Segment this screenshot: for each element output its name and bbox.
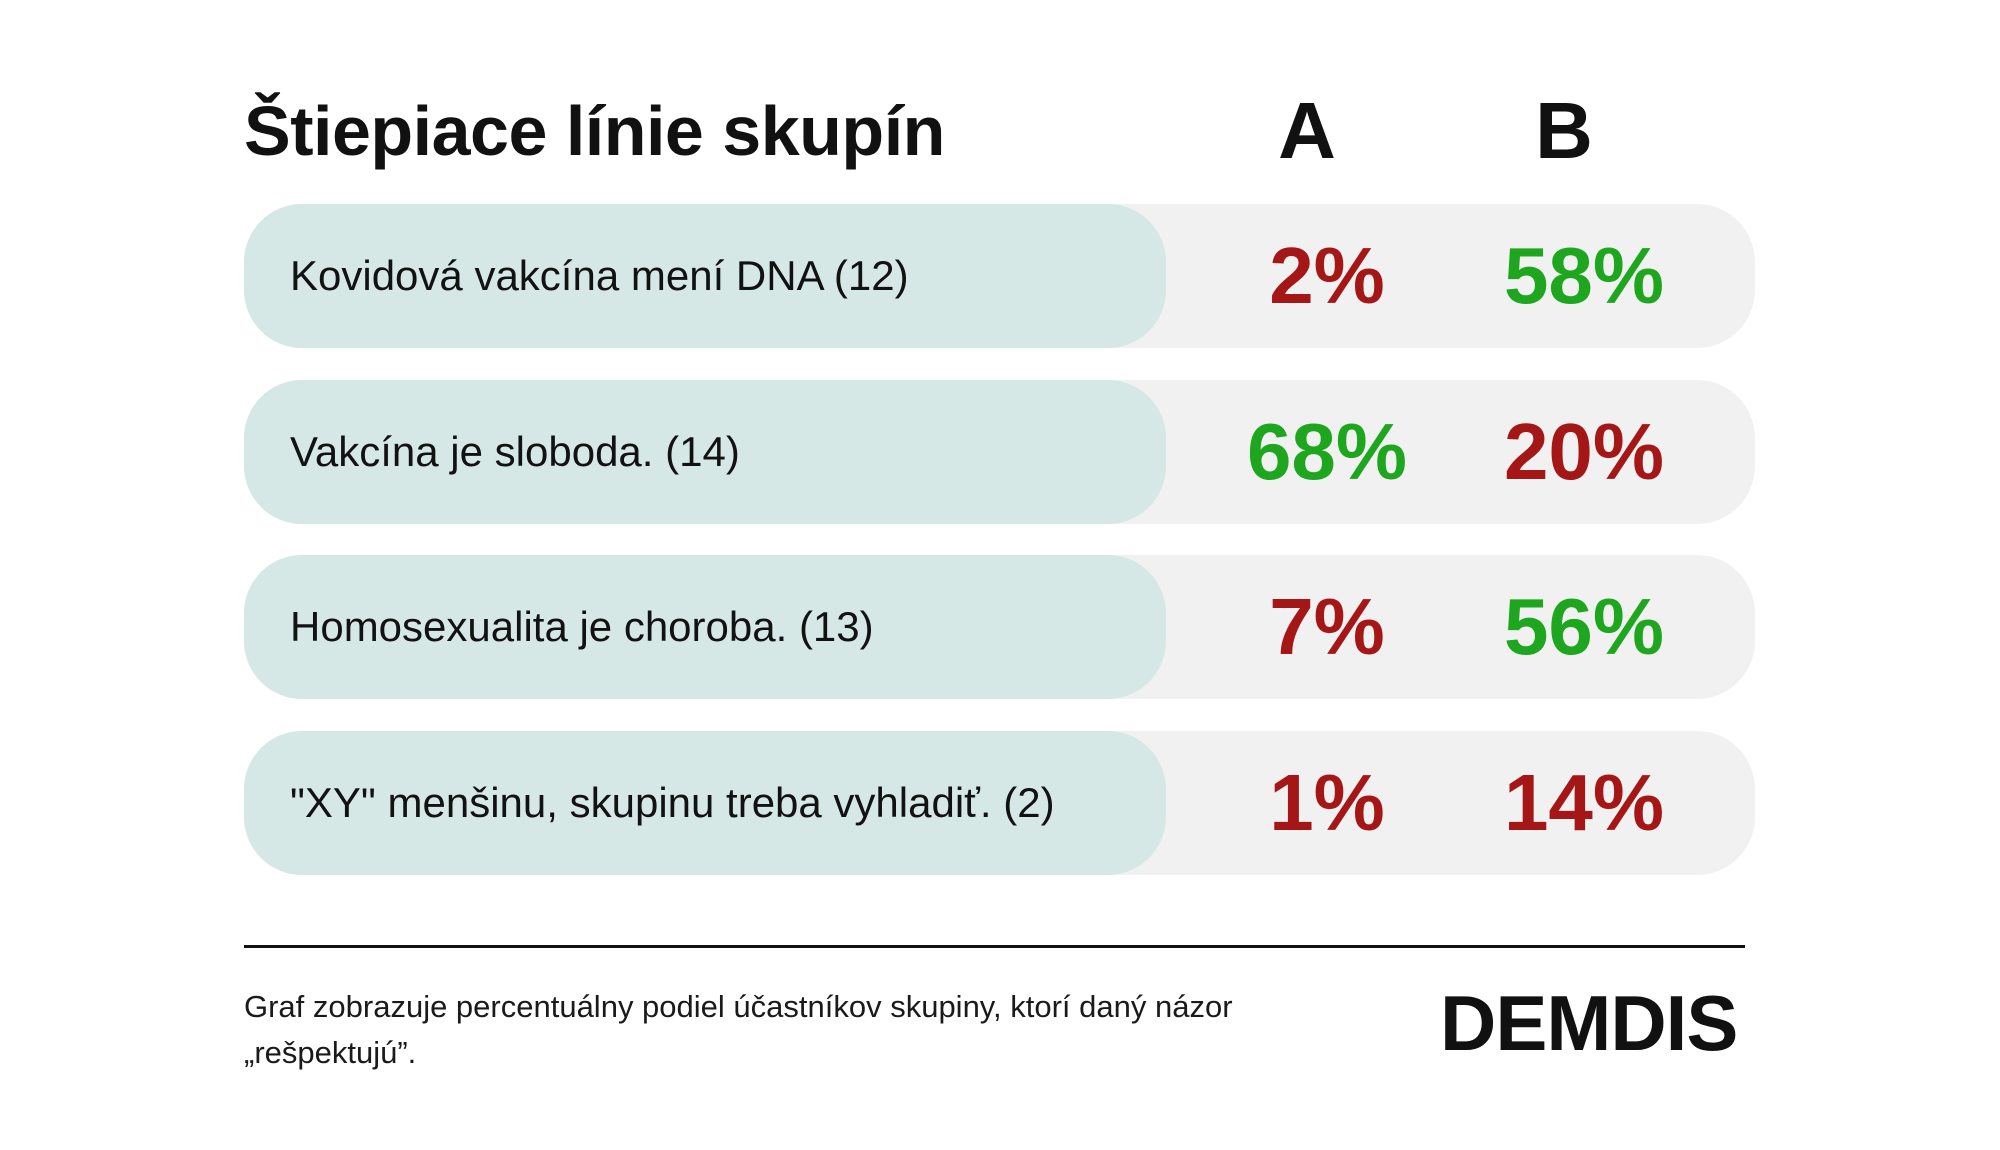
column-header-b: B: [1535, 86, 1593, 175]
svg-text:DEMDIS: DEMDIS: [1440, 980, 1737, 1060]
footnote: Graf zobrazuje percentuálny podiel účast…: [244, 989, 1233, 1070]
row-label: "XY" menšinu, skupinu treba vyhladiť. (2…: [290, 779, 1055, 826]
value-b: 20%: [1503, 407, 1665, 496]
table-row: Homosexualita je choroba. (13) 7% 56%: [244, 555, 1755, 699]
value-a: 1%: [1269, 758, 1385, 847]
row-label-pill: Kovidová vakcína mení DNA (12): [244, 204, 1166, 348]
row-label-pill: "XY" menšinu, skupinu treba vyhladiť. (2…: [244, 731, 1166, 875]
value-a: 7%: [1269, 582, 1385, 671]
table-row: Kovidová vakcína mení DNA (12) 2% 58%: [244, 204, 1755, 348]
row-label: Homosexualita je choroba. (13): [290, 603, 874, 650]
row-label-pill: Vakcína je sloboda. (14): [244, 380, 1166, 524]
value-b: 56%: [1503, 582, 1665, 671]
row-label: Vakcína je sloboda. (14): [290, 428, 740, 475]
value-a: 68%: [1246, 407, 1408, 496]
row-label: Kovidová vakcína mení DNA (12): [290, 252, 909, 299]
value-b: 14%: [1503, 758, 1665, 847]
table-row: Vakcína je sloboda. (14) 68% 20%: [244, 380, 1755, 524]
demdis-logo: DEMDIS: [1440, 980, 1738, 1060]
row-label-pill: Homosexualita je choroba. (13): [244, 555, 1166, 699]
value-b: 58%: [1503, 231, 1665, 320]
value-a: 2%: [1269, 231, 1385, 320]
column-header-a: A: [1278, 86, 1336, 175]
divider: [244, 945, 1745, 948]
chart-title: Štiepiace línie skupín: [244, 92, 945, 170]
table-row: "XY" menšinu, skupinu treba vyhladiť. (2…: [244, 731, 1755, 875]
